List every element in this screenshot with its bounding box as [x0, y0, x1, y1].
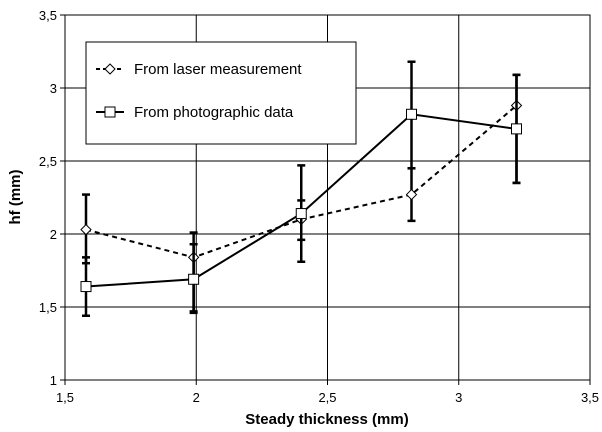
data-point [188, 273, 200, 285]
y-tick-label: 3,5 [39, 8, 57, 23]
data-point [295, 208, 307, 220]
legend-marker-photographic [104, 106, 116, 118]
legend-label-photographic: From photographic data [134, 104, 294, 121]
x-tick-label: 3,5 [581, 390, 599, 405]
y-tick-label: 2 [50, 227, 57, 242]
data-point [80, 223, 92, 236]
data-point [406, 108, 417, 120]
data-point [405, 188, 418, 201]
plot-border [64, 14, 591, 381]
legend: From laser measurement From photographic… [85, 41, 357, 145]
legend-item-photographic: From photographic data [96, 104, 294, 121]
x-tick-label: 2,5 [318, 390, 336, 405]
y-tick-label: 1,5 [39, 300, 57, 315]
series-from-photographic-data [80, 60, 522, 318]
y-tick-label: 1 [50, 373, 57, 388]
x-axis: 1,5 2 2,5 3 3,5 [56, 380, 599, 405]
y-tick-label: 3 [50, 81, 57, 96]
y-tick-label: 2,5 [39, 154, 57, 169]
data-point [80, 281, 92, 293]
legend-box [85, 41, 357, 145]
y-axis-title: hf (mm) [7, 170, 24, 225]
x-axis-title: Steady thickness (mm) [245, 411, 408, 428]
x-tick-label: 3 [455, 390, 462, 405]
x-tick-label: 2 [193, 390, 200, 405]
data-point [511, 123, 522, 135]
legend-label-laser: From laser measurement [134, 61, 302, 78]
x-tick-label: 1,5 [56, 390, 74, 405]
legend-item-laser: From laser measurement [96, 61, 302, 78]
y-axis: 1 1,5 2 2,5 3 3,5 [39, 8, 65, 388]
series-layer [80, 60, 523, 318]
legend-marker-laser [104, 63, 116, 75]
